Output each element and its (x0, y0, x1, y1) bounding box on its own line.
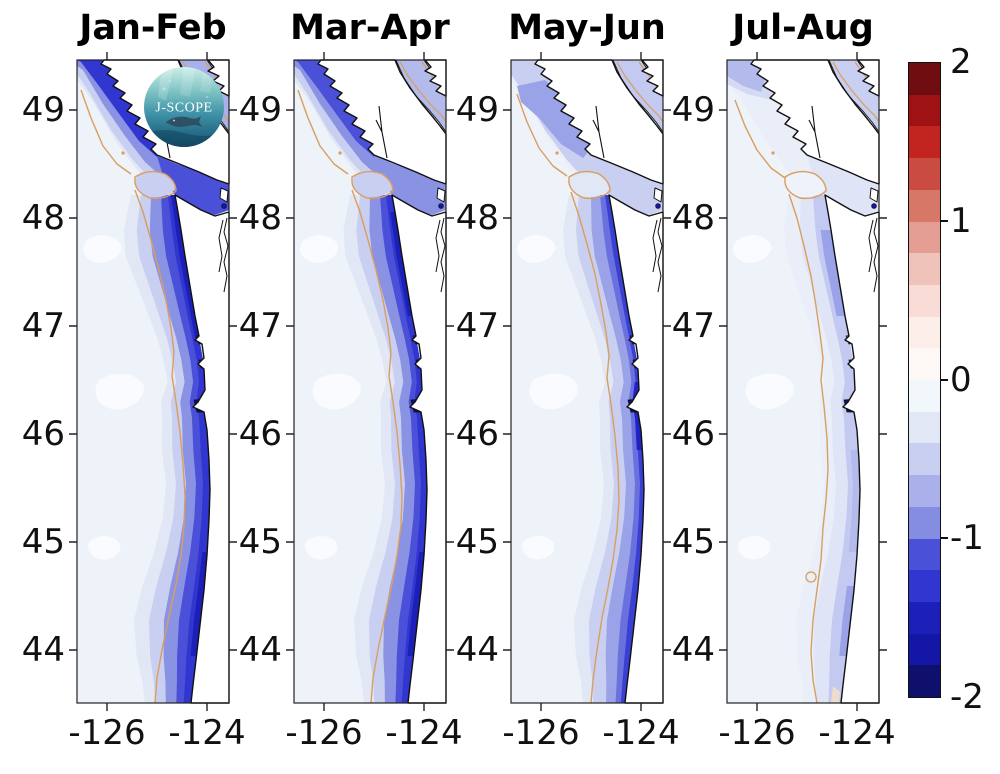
panel-title-mar-apr: Mar-Apr (290, 8, 450, 48)
y-tick-label: 48 (21, 198, 65, 238)
colorbar-segment (909, 538, 940, 571)
y-tick-label: 44 (21, 630, 65, 670)
y-tick-label: 49 (671, 90, 715, 130)
y-tick-label: 47 (238, 306, 282, 346)
colorbar-tick-label: 0 (950, 360, 972, 400)
colorbar-segment (909, 126, 940, 159)
map-plot (286, 52, 454, 711)
colorbar-tick-label: 2 (950, 42, 972, 82)
x-tick-label: -124 (168, 713, 246, 753)
jscope-logo-text: J-SCOPE (155, 101, 212, 116)
x-tick-label: -124 (602, 713, 680, 753)
y-tick-label: 44 (671, 630, 715, 670)
colorbar-tick-label: -1 (950, 518, 984, 558)
panel-title-may-jun: May-Jun (508, 8, 666, 48)
colorbar-segment (909, 570, 940, 602)
x-tick-label: -126 (68, 713, 146, 753)
y-tick-label: 47 (671, 306, 715, 346)
y-tick-label: 45 (21, 522, 65, 562)
map-panel-mar-apr (286, 52, 454, 711)
colorbar-segment (909, 475, 940, 507)
colorbar-segment (909, 506, 940, 539)
y-tick-label: 44 (238, 630, 282, 670)
map-plot (69, 52, 237, 711)
colorbar (908, 62, 941, 698)
y-tick-label: 46 (238, 414, 282, 454)
y-tick-label: 49 (455, 90, 499, 130)
colorbar-segment (909, 601, 940, 634)
y-tick-label: 46 (455, 414, 499, 454)
colorbar-segment (909, 348, 940, 381)
x-tick-label: -126 (718, 713, 796, 753)
map-plot (503, 52, 671, 711)
y-tick-label: 47 (21, 306, 65, 346)
x-tick-label: -124 (818, 713, 896, 753)
x-tick-label: -124 (385, 713, 463, 753)
colorbar-tick-label: -2 (950, 677, 984, 717)
map-panel-jul-aug (719, 52, 887, 711)
y-tick-label: 46 (21, 414, 65, 454)
colorbar-segment (909, 221, 940, 254)
colorbar-segment (909, 380, 940, 412)
colorbar-segment (909, 411, 940, 444)
colorbar-segment (909, 665, 940, 698)
y-tick-label: 48 (671, 198, 715, 238)
map-plot (719, 52, 887, 711)
panel-title-jan-feb: Jan-Feb (79, 8, 227, 48)
colorbar-segment (909, 63, 940, 95)
y-tick-label: 48 (455, 198, 499, 238)
colorbar-tick (941, 379, 948, 381)
x-tick-label: -126 (502, 713, 580, 753)
y-tick-label: 47 (455, 306, 499, 346)
colorbar-segment (909, 284, 940, 317)
colorbar-tick (941, 220, 948, 222)
y-tick-label: 49 (238, 90, 282, 130)
panel-title-jul-aug: Jul-Aug (732, 8, 874, 48)
y-tick-label: 45 (455, 522, 499, 562)
colorbar-segment (909, 633, 940, 666)
colorbar-segment (909, 94, 940, 127)
colorbar-segment (909, 443, 940, 476)
y-tick-label: 45 (238, 522, 282, 562)
x-tick-label: -126 (285, 713, 363, 753)
map-panel-jan-feb (69, 52, 237, 711)
colorbar-segment (909, 158, 940, 190)
colorbar-tick (941, 537, 948, 539)
y-tick-label: 45 (671, 522, 715, 562)
jscope-logo: J-SCOPE (144, 67, 224, 147)
y-tick-label: 46 (671, 414, 715, 454)
colorbar-segment (909, 316, 940, 349)
map-panel-may-jun (503, 52, 671, 711)
y-tick-label: 44 (455, 630, 499, 670)
y-tick-label: 49 (21, 90, 65, 130)
colorbar-segment (909, 189, 940, 222)
jscope-logo-graphic: J-SCOPE (144, 67, 224, 147)
y-tick-label: 48 (238, 198, 282, 238)
colorbar-tick-label: 1 (950, 201, 972, 241)
fish-icon (166, 116, 202, 127)
colorbar-segment (909, 253, 940, 285)
